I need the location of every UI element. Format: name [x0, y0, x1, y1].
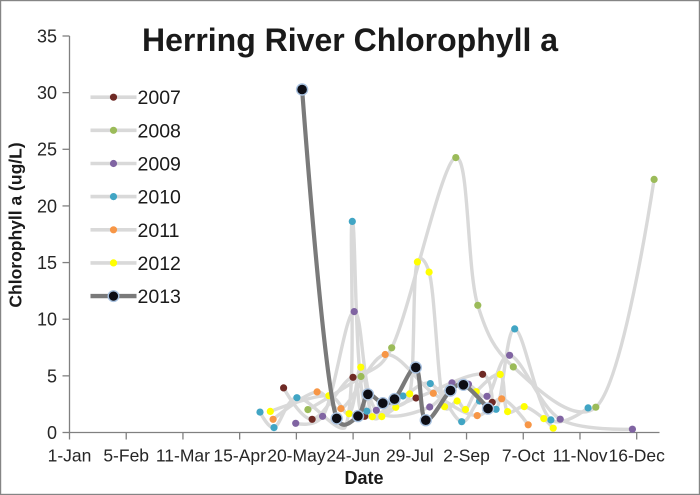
- svg-text:0: 0: [47, 423, 57, 443]
- svg-text:16-Dec: 16-Dec: [608, 446, 665, 466]
- svg-text:2007: 2007: [138, 87, 181, 109]
- svg-text:7-Oct: 7-Oct: [502, 446, 545, 466]
- svg-text:20: 20: [37, 196, 57, 216]
- svg-text:24-Jun: 24-Jun: [326, 446, 380, 466]
- svg-text:2-Sep: 2-Sep: [443, 446, 490, 466]
- svg-text:Herring River Chlorophyll a: Herring River Chlorophyll a: [142, 22, 558, 58]
- svg-text:2009: 2009: [138, 154, 181, 176]
- svg-text:15: 15: [37, 253, 57, 273]
- svg-text:11-Nov: 11-Nov: [552, 446, 607, 466]
- svg-text:1-Jan: 1-Jan: [48, 446, 92, 466]
- svg-text:15-Apr: 15-Apr: [213, 446, 266, 466]
- svg-text:10: 10: [37, 310, 57, 330]
- svg-text:5: 5: [47, 366, 57, 386]
- svg-text:Chlorophyll a (ug/L): Chlorophyll a (ug/L): [6, 142, 26, 307]
- svg-text:Date: Date: [344, 468, 383, 488]
- svg-text:2011: 2011: [138, 220, 180, 242]
- svg-text:2008: 2008: [138, 120, 181, 142]
- svg-text:20-May: 20-May: [267, 446, 326, 466]
- svg-text:5-Feb: 5-Feb: [103, 446, 149, 466]
- svg-text:35: 35: [37, 26, 57, 46]
- svg-text:29-Jul: 29-Jul: [386, 446, 434, 466]
- svg-text:11-Mar: 11-Mar: [156, 446, 210, 466]
- svg-text:30: 30: [37, 83, 57, 103]
- svg-text:25: 25: [37, 140, 57, 160]
- svg-text:2012: 2012: [138, 253, 181, 275]
- svg-text:2013: 2013: [138, 286, 181, 308]
- svg-text:2010: 2010: [138, 187, 182, 209]
